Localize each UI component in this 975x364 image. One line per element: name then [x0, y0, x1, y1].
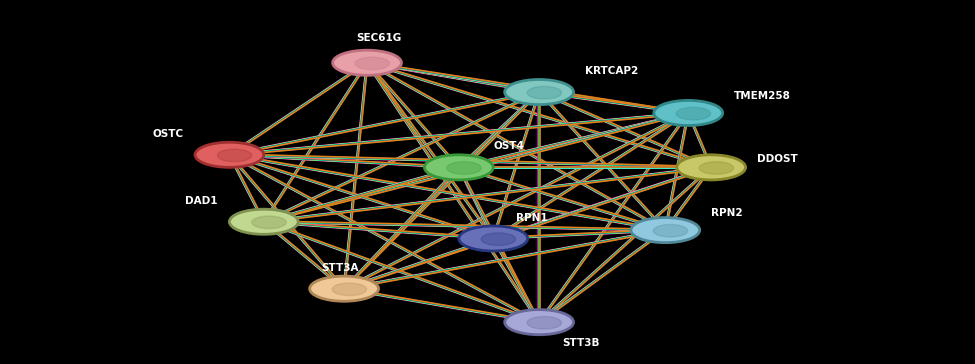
Text: OST4: OST4: [493, 142, 525, 151]
Circle shape: [332, 50, 402, 75]
Circle shape: [459, 226, 527, 251]
Circle shape: [195, 142, 264, 167]
Text: TMEM258: TMEM258: [734, 91, 791, 101]
Circle shape: [217, 149, 252, 162]
Circle shape: [699, 162, 733, 174]
Circle shape: [424, 155, 493, 180]
Circle shape: [332, 283, 367, 296]
Circle shape: [631, 218, 700, 243]
Circle shape: [252, 216, 287, 229]
Circle shape: [677, 155, 746, 180]
Circle shape: [482, 233, 516, 245]
Circle shape: [653, 225, 687, 237]
Text: RPN2: RPN2: [711, 208, 743, 218]
Circle shape: [505, 310, 573, 335]
Text: SEC61G: SEC61G: [356, 33, 401, 43]
Circle shape: [505, 79, 573, 104]
Text: KRTCAP2: KRTCAP2: [585, 66, 639, 76]
Circle shape: [527, 317, 562, 329]
Text: STT3A: STT3A: [321, 263, 359, 273]
Circle shape: [447, 162, 482, 174]
Circle shape: [310, 276, 378, 301]
Text: DAD1: DAD1: [185, 196, 218, 206]
Circle shape: [677, 107, 711, 120]
Circle shape: [355, 57, 389, 70]
Circle shape: [527, 86, 562, 99]
Text: DDOST: DDOST: [757, 154, 798, 164]
Circle shape: [654, 100, 722, 126]
Text: STT3B: STT3B: [562, 338, 600, 348]
Text: RPN1: RPN1: [516, 213, 548, 222]
Text: OSTC: OSTC: [152, 129, 183, 139]
Circle shape: [229, 209, 298, 234]
